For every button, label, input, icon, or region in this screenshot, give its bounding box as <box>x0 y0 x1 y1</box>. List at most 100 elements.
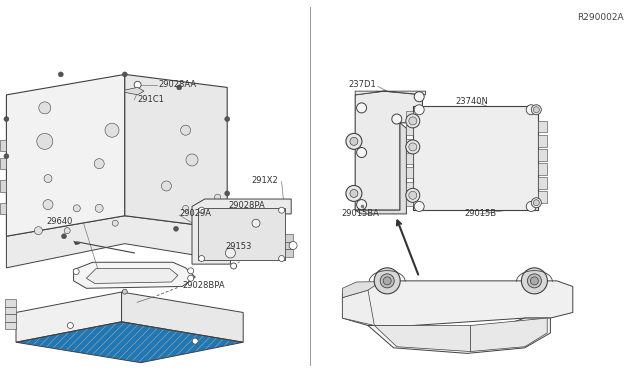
Circle shape <box>392 114 402 124</box>
Text: 29640: 29640 <box>46 217 72 226</box>
Polygon shape <box>285 249 293 257</box>
Circle shape <box>526 105 536 115</box>
Circle shape <box>4 116 9 122</box>
Text: 29029A: 29029A <box>179 209 211 218</box>
Circle shape <box>409 117 417 125</box>
Circle shape <box>180 125 191 135</box>
Polygon shape <box>538 191 547 203</box>
Polygon shape <box>5 299 16 307</box>
Polygon shape <box>406 125 413 135</box>
Polygon shape <box>355 91 426 95</box>
Circle shape <box>112 220 118 226</box>
Polygon shape <box>406 139 413 150</box>
Circle shape <box>346 185 362 202</box>
Circle shape <box>225 191 230 196</box>
Polygon shape <box>342 281 573 326</box>
Circle shape <box>67 323 74 328</box>
Circle shape <box>173 226 179 231</box>
Circle shape <box>278 207 285 213</box>
Polygon shape <box>5 314 16 322</box>
Polygon shape <box>5 322 16 329</box>
Polygon shape <box>406 182 413 192</box>
Polygon shape <box>125 74 227 229</box>
Polygon shape <box>406 111 413 121</box>
Circle shape <box>252 219 260 227</box>
Circle shape <box>39 102 51 114</box>
Polygon shape <box>0 180 6 192</box>
Circle shape <box>409 191 417 199</box>
Circle shape <box>61 234 67 239</box>
Polygon shape <box>355 123 406 214</box>
Circle shape <box>533 107 540 113</box>
Circle shape <box>37 133 53 150</box>
Circle shape <box>406 188 420 202</box>
Polygon shape <box>6 74 125 236</box>
Polygon shape <box>368 318 550 353</box>
Polygon shape <box>74 241 80 245</box>
Text: 29028AA: 29028AA <box>159 80 197 89</box>
Circle shape <box>531 105 541 115</box>
Circle shape <box>44 174 52 183</box>
Circle shape <box>414 92 424 102</box>
Circle shape <box>64 228 70 234</box>
Text: R290002A: R290002A <box>577 13 624 22</box>
Circle shape <box>177 85 182 90</box>
Circle shape <box>225 116 230 122</box>
Circle shape <box>522 268 547 294</box>
Text: 29015BA: 29015BA <box>342 209 380 218</box>
Text: 23740N: 23740N <box>456 97 488 106</box>
Text: 29015B: 29015B <box>465 209 497 218</box>
Polygon shape <box>16 322 243 363</box>
Polygon shape <box>16 292 122 342</box>
Circle shape <box>198 207 205 213</box>
Polygon shape <box>125 87 144 95</box>
Circle shape <box>278 256 285 262</box>
Polygon shape <box>355 91 422 210</box>
Circle shape <box>409 143 417 151</box>
Circle shape <box>356 148 367 157</box>
Circle shape <box>531 277 538 285</box>
Circle shape <box>356 103 367 113</box>
Circle shape <box>74 205 80 212</box>
Circle shape <box>186 154 198 166</box>
Circle shape <box>161 181 172 191</box>
Circle shape <box>406 140 420 154</box>
Text: 29028BPA: 29028BPA <box>182 281 225 290</box>
Text: 291C1: 291C1 <box>138 95 164 104</box>
Text: 29153: 29153 <box>225 242 252 251</box>
Polygon shape <box>285 234 293 242</box>
Circle shape <box>214 194 221 200</box>
Polygon shape <box>406 167 413 178</box>
Circle shape <box>383 277 391 285</box>
Circle shape <box>225 248 236 258</box>
Polygon shape <box>74 262 195 288</box>
Circle shape <box>182 205 189 211</box>
Circle shape <box>122 72 127 77</box>
Circle shape <box>346 133 362 150</box>
Polygon shape <box>6 216 227 268</box>
Circle shape <box>356 200 367 209</box>
Polygon shape <box>0 140 6 151</box>
Text: 29028PA: 29028PA <box>228 201 265 210</box>
Polygon shape <box>470 318 547 352</box>
Polygon shape <box>538 149 547 161</box>
Polygon shape <box>342 290 374 326</box>
Polygon shape <box>192 199 291 264</box>
Circle shape <box>188 275 194 281</box>
Circle shape <box>94 159 104 169</box>
Circle shape <box>134 81 141 88</box>
Circle shape <box>406 114 420 128</box>
Circle shape <box>122 289 127 294</box>
Circle shape <box>526 202 536 211</box>
Circle shape <box>414 202 424 211</box>
Polygon shape <box>5 307 16 314</box>
Polygon shape <box>538 177 547 189</box>
Circle shape <box>188 268 194 274</box>
Circle shape <box>350 137 358 145</box>
Circle shape <box>414 105 424 115</box>
Circle shape <box>95 204 103 212</box>
Circle shape <box>380 274 394 288</box>
Polygon shape <box>538 121 547 132</box>
Circle shape <box>35 227 42 235</box>
Polygon shape <box>0 203 6 214</box>
